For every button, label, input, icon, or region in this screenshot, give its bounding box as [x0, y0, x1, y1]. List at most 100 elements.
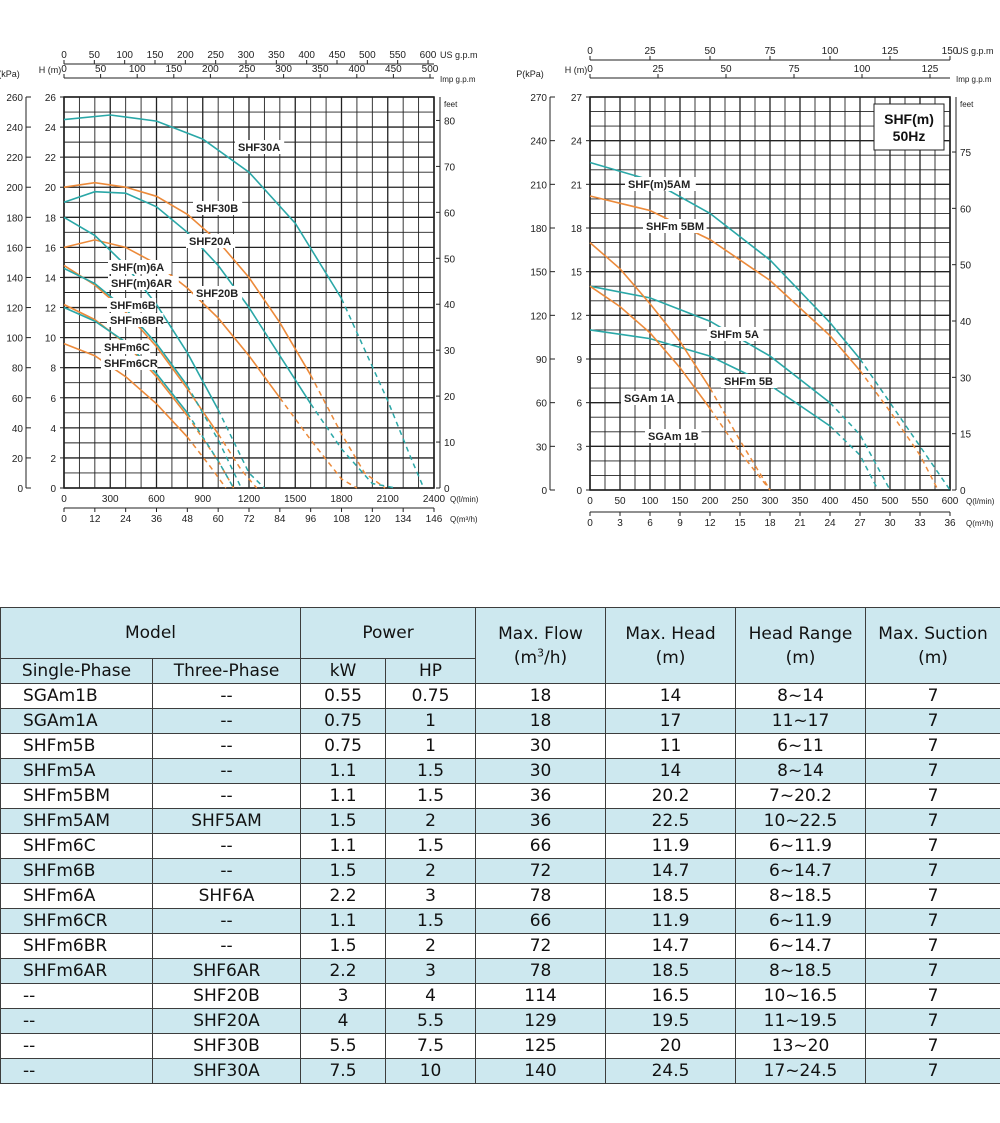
curve-label: SHFm6C	[104, 342, 150, 354]
cell-max-suction: 7	[865, 808, 1000, 834]
x-top-us-tick-label: 200	[177, 50, 194, 61]
header-max-suction: Max. Suction (m)	[865, 607, 1000, 684]
cell-max-flow: 36	[475, 783, 607, 809]
x-top-imp-tick-label: 350	[312, 64, 329, 75]
cell-three-phase: --	[151, 908, 302, 934]
x-bottom-m3h-tick-label: 108	[333, 514, 350, 525]
header-head-range-label: Head Range	[748, 623, 853, 644]
x-bottom-lmin-tick-label: 100	[642, 496, 659, 507]
cell-single-phase: --	[0, 983, 153, 1009]
y-pressure-tick-label: 0	[541, 486, 547, 497]
curve-label-bg	[645, 429, 702, 443]
curve-label-bg	[193, 201, 243, 215]
header-max-head-unit: (m)	[655, 647, 686, 668]
x-top-imp-tick-label: 100	[854, 64, 871, 75]
series-line-shf30b	[63, 181, 312, 376]
cell-max-head: 18.5	[605, 883, 737, 909]
y-feet-tick-label: 75	[960, 148, 972, 159]
x-bottom-lmin-tick-label: 1500	[284, 494, 307, 505]
cell-kw: 5.5	[300, 1033, 387, 1059]
x-bottom-lmin-title: Q(l/min)	[966, 497, 995, 506]
x-bottom-m3h-tick-label: 6	[647, 518, 653, 529]
spec-table-body: SGAm1B -- 0.55 0.75 18 14 8~14 7 SGAm1A -- 0.75 1 18…	[0, 683, 1000, 1084]
y-pressure-tick-label: 0	[17, 484, 23, 495]
cell-max-flow: 30	[475, 733, 607, 759]
chart-title: SHF(m) 50Hz	[884, 111, 934, 144]
cell-single-phase: SGAm1A	[0, 708, 153, 734]
cell-max-suction: 7	[865, 833, 1000, 859]
x-bottom-m3h-tick-label: 72	[243, 514, 255, 525]
y-pressure-tick-label: 30	[536, 442, 548, 453]
cell-head-range: 17~24.5	[735, 1058, 867, 1084]
curve-label: SGAm 1A	[624, 393, 675, 405]
x-bottom-m3h-tick-label: 120	[364, 514, 381, 525]
header-max-head: Max. Head (m)	[605, 607, 737, 684]
cell-three-phase: SHF6AR	[151, 958, 302, 984]
x-bottom-m3h-tick-label: 36	[151, 514, 163, 525]
curve-label-bg	[625, 177, 696, 191]
y-pressure-tick-label: 270	[530, 93, 547, 104]
cell-head-range: 11~19.5	[735, 1008, 867, 1034]
cell-three-phase: SHF5AM	[151, 808, 302, 834]
y-head-tick-label: 2	[50, 454, 56, 465]
cell-max-head: 22.5	[605, 808, 737, 834]
x-bottom-m3h-tick-label: 0	[587, 518, 593, 529]
x-bottom-lmin-tick-label: 150	[672, 496, 689, 507]
cell-max-suction: 7	[865, 983, 1000, 1009]
cell-max-flow: 78	[475, 883, 607, 909]
x-top-imp-tick-label: 25	[652, 64, 664, 75]
x-bottom-lmin-tick-label: 400	[822, 496, 839, 507]
series-dashed-shfm5b	[829, 425, 879, 491]
cell-kw: 7.5	[300, 1058, 387, 1084]
x-top-imp-title: Imp g.p.m	[440, 75, 476, 84]
x-top-us-title: US g.p.m	[956, 46, 994, 56]
cell-single-phase: SHFm6AR	[0, 958, 153, 984]
x-bottom-m3h-tick-label: 48	[182, 514, 194, 525]
cell-three-phase: SHF20B	[151, 983, 302, 1009]
cell-kw: 3	[300, 983, 387, 1009]
y-pressure-tick-label: 240	[530, 137, 547, 148]
cell-three-phase: --	[151, 708, 302, 734]
table-row: SHFm5BM -- 1.1 1.5 36 20.2 7~20.2 7	[0, 783, 1000, 809]
x-bottom-lmin-tick-label: 350	[792, 496, 809, 507]
x-bottom-lmin-tick-label: 0	[587, 496, 593, 507]
header-head-range-unit: (m)	[785, 647, 816, 668]
table-row: SHFm6CR -- 1.1 1.5 66 11.9 6~11.9 7	[0, 908, 1000, 934]
cell-head-range: 6~11.9	[735, 908, 867, 934]
y-head-tick-label: 8	[50, 364, 56, 375]
cell-three-phase: SHF30A	[151, 1058, 302, 1084]
y-head-tick-label: 0	[576, 486, 582, 497]
y-pressure-tick-label: 100	[6, 334, 23, 345]
curve-label: SHF(m)6AR	[111, 278, 172, 290]
x-bottom-lmin-tick-label: 600	[148, 494, 165, 505]
cell-single-phase: SHFm5A	[0, 758, 153, 784]
cell-single-phase: --	[0, 1058, 153, 1084]
table-row: SHFm6C -- 1.1 1.5 66 11.9 6~11.9 7	[0, 833, 1000, 859]
y-feet-tick-label: 0	[960, 486, 966, 497]
cell-hp: 10	[385, 1058, 477, 1084]
cell-hp: 1.5	[385, 758, 477, 784]
curve-label-bg	[193, 286, 243, 300]
series-line-sgam1a	[589, 241, 711, 389]
header-max-suction-label: Max. Suction	[878, 623, 988, 644]
cell-three-phase: --	[151, 783, 302, 809]
cell-kw: 4	[300, 1008, 387, 1034]
cell-kw: 2.2	[300, 883, 387, 909]
table-row: SHFm6BR -- 1.5 2 72 14.7 6~14.7 7	[0, 933, 1000, 959]
curve-label: SHF20A	[189, 236, 231, 248]
series-dashed-shfm5a	[829, 402, 891, 491]
y-pressure-title: P(kPa)	[0, 69, 20, 79]
curve-label: SHFm6CR	[104, 358, 158, 370]
series-dashed-shfm6b	[186, 385, 242, 489]
cell-three-phase: --	[151, 683, 302, 709]
cell-kw: 1.1	[300, 758, 387, 784]
x-bottom-m3h-tick-label: 96	[305, 514, 317, 525]
header-max-suction-unit: (m)	[918, 647, 948, 668]
table-row: -- SHF30B 5.5 7.5 125 20 13~20 7	[0, 1033, 1000, 1059]
cell-kw: 1.5	[300, 808, 387, 834]
x-bottom-m3h-tick-label: 24	[120, 514, 132, 525]
cell-max-flow: 66	[475, 833, 607, 859]
curve-label: SHF(m)6A	[111, 262, 164, 274]
x-top-imp-tick-label: 500	[422, 64, 439, 75]
